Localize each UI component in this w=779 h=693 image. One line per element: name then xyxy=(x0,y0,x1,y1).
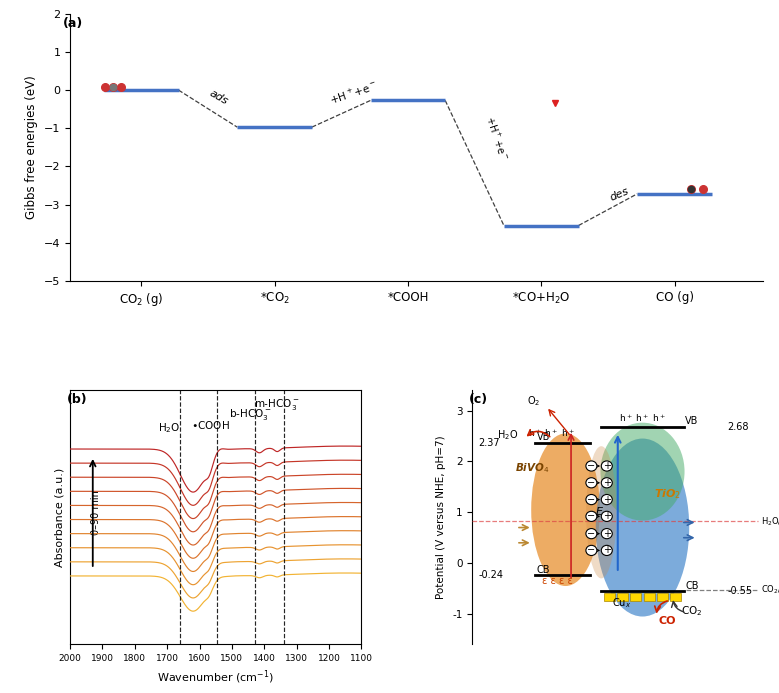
Text: (c): (c) xyxy=(469,393,488,406)
Text: CO$_2$/CO -0.53: CO$_2$/CO -0.53 xyxy=(760,584,779,597)
Circle shape xyxy=(601,511,612,521)
Y-axis label: Absorbance (a.u.): Absorbance (a.u.) xyxy=(55,468,65,567)
Text: des: des xyxy=(608,186,630,203)
Text: ε ε ε ε: ε ε ε ε xyxy=(542,576,573,586)
Text: −: − xyxy=(587,529,595,538)
Text: CB: CB xyxy=(537,565,551,574)
FancyBboxPatch shape xyxy=(630,593,641,602)
Text: BiVO$_4$: BiVO$_4$ xyxy=(515,462,550,475)
Text: TiO$_2$: TiO$_2$ xyxy=(654,487,681,501)
Circle shape xyxy=(586,461,597,471)
Text: +: + xyxy=(603,477,611,488)
Y-axis label: Potential (V versus NHE, pH=7): Potential (V versus NHE, pH=7) xyxy=(436,436,446,599)
Ellipse shape xyxy=(586,446,616,579)
Circle shape xyxy=(601,529,612,538)
Text: O$_2$: O$_2$ xyxy=(527,394,541,407)
Text: CO: CO xyxy=(659,616,676,626)
Text: CB: CB xyxy=(686,581,699,590)
Circle shape xyxy=(601,545,612,556)
Text: $\bullet$COOH: $\bullet$COOH xyxy=(191,419,230,431)
Text: b-HCO$_3^-$: b-HCO$_3^-$ xyxy=(228,407,271,421)
Circle shape xyxy=(601,477,612,488)
Circle shape xyxy=(601,461,612,471)
Text: +: + xyxy=(603,495,611,505)
Text: H$_2$O: H$_2$O xyxy=(497,428,518,442)
Text: +: + xyxy=(603,545,611,555)
Text: VB: VB xyxy=(686,416,699,426)
Text: +H$^+$+e$^-$: +H$^+$+e$^-$ xyxy=(484,114,510,163)
Text: h$^+$ h$^+$ h$^+$: h$^+$ h$^+$ h$^+$ xyxy=(528,427,575,439)
Text: -0.55: -0.55 xyxy=(728,586,753,596)
Circle shape xyxy=(586,511,597,521)
Text: +: + xyxy=(603,461,611,471)
Text: Cu$_x$: Cu$_x$ xyxy=(612,597,632,610)
Text: −: − xyxy=(587,495,595,505)
FancyBboxPatch shape xyxy=(617,593,628,602)
FancyBboxPatch shape xyxy=(657,593,668,602)
Text: −: − xyxy=(587,477,595,488)
Text: +: + xyxy=(603,511,611,521)
Text: H$_2$O/O$_2$  0.82: H$_2$O/O$_2$ 0.82 xyxy=(760,515,779,527)
Text: −: − xyxy=(587,511,595,521)
Text: (b): (b) xyxy=(67,393,88,406)
FancyBboxPatch shape xyxy=(670,593,681,602)
Text: 0–90 min: 0–90 min xyxy=(91,490,101,535)
X-axis label: Wavenumber (cm$^{-1}$): Wavenumber (cm$^{-1}$) xyxy=(157,669,274,686)
Text: 2.68: 2.68 xyxy=(728,422,749,432)
Text: H$_2$O: H$_2$O xyxy=(157,421,180,435)
Ellipse shape xyxy=(531,434,600,586)
Text: 2.37: 2.37 xyxy=(479,437,500,448)
Text: E: E xyxy=(596,507,603,517)
Text: CO$_2$: CO$_2$ xyxy=(681,604,703,617)
Text: −: − xyxy=(587,545,595,555)
Circle shape xyxy=(586,495,597,505)
Text: m-HCO$_3^-$: m-HCO$_3^-$ xyxy=(255,397,300,412)
Text: -0.24: -0.24 xyxy=(479,570,504,580)
Circle shape xyxy=(586,477,597,488)
Text: +H$^+$+e$^-$: +H$^+$+e$^-$ xyxy=(328,79,379,107)
Text: ads: ads xyxy=(208,88,230,107)
FancyBboxPatch shape xyxy=(643,593,654,602)
Text: h$^+$ h$^+$ h$^+$: h$^+$ h$^+$ h$^+$ xyxy=(619,412,666,424)
Circle shape xyxy=(586,529,597,538)
Y-axis label: Gibbs free energies (eV): Gibbs free energies (eV) xyxy=(26,76,38,219)
Circle shape xyxy=(586,545,597,556)
Text: +: + xyxy=(603,529,611,538)
Ellipse shape xyxy=(601,423,685,520)
Text: VB: VB xyxy=(537,432,550,442)
Circle shape xyxy=(601,495,612,505)
Text: −: − xyxy=(587,461,595,471)
Text: (a): (a) xyxy=(63,17,83,30)
FancyBboxPatch shape xyxy=(604,593,615,602)
Ellipse shape xyxy=(596,439,689,617)
